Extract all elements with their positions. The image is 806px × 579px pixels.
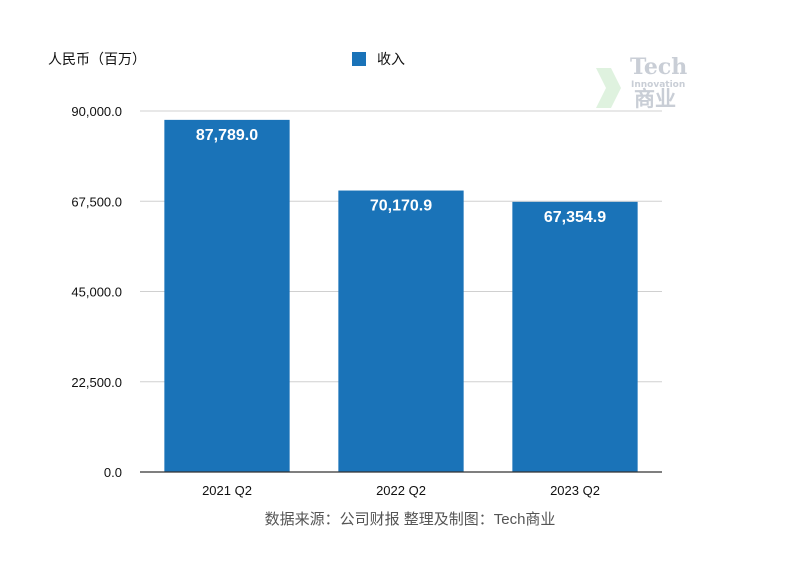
data-labels: 87,789.0 70,170.9 67,354.9 [196,127,606,226]
x-axis-ticks: 2021 Q2 2022 Q2 2023 Q2 [202,483,600,498]
bar [338,190,464,472]
data-label: 87,789.0 [196,127,258,144]
watermark-tech: Tech [630,54,687,80]
y-tick-label: 45,000.0 [71,285,122,300]
y-axis-ticks: 0.0 22,500.0 45,000.0 67,500.0 90,000.0 [71,104,122,480]
legend-swatch-revenue [352,52,366,66]
y-axis-unit-label: 人民币（百万） [48,51,146,67]
x-tick-label: 2022 Q2 [376,483,426,498]
watermark-shangye: 商业 [634,87,676,111]
data-label: 70,170.9 [370,198,432,215]
y-tick-label: 67,500.0 [71,194,122,209]
legend-label-revenue: 收入 [377,51,405,67]
bars [164,119,638,473]
watermark-chevron-icon [596,68,621,108]
y-tick-label: 0.0 [104,465,122,480]
y-tick-label: 90,000.0 [71,104,122,119]
watermark-innovation: Innovation [631,80,685,90]
bar [512,201,638,472]
watermark-logo: Tech Innovation 商业 [596,54,687,111]
y-tick-label: 22,500.0 [71,375,122,390]
x-tick-label: 2023 Q2 [550,483,600,498]
data-label: 67,354.9 [544,209,606,226]
x-tick-label: 2021 Q2 [202,483,252,498]
source-note: 数据来源：公司财报 整理及制图：Tech商业 [265,511,556,528]
bar [164,119,290,473]
